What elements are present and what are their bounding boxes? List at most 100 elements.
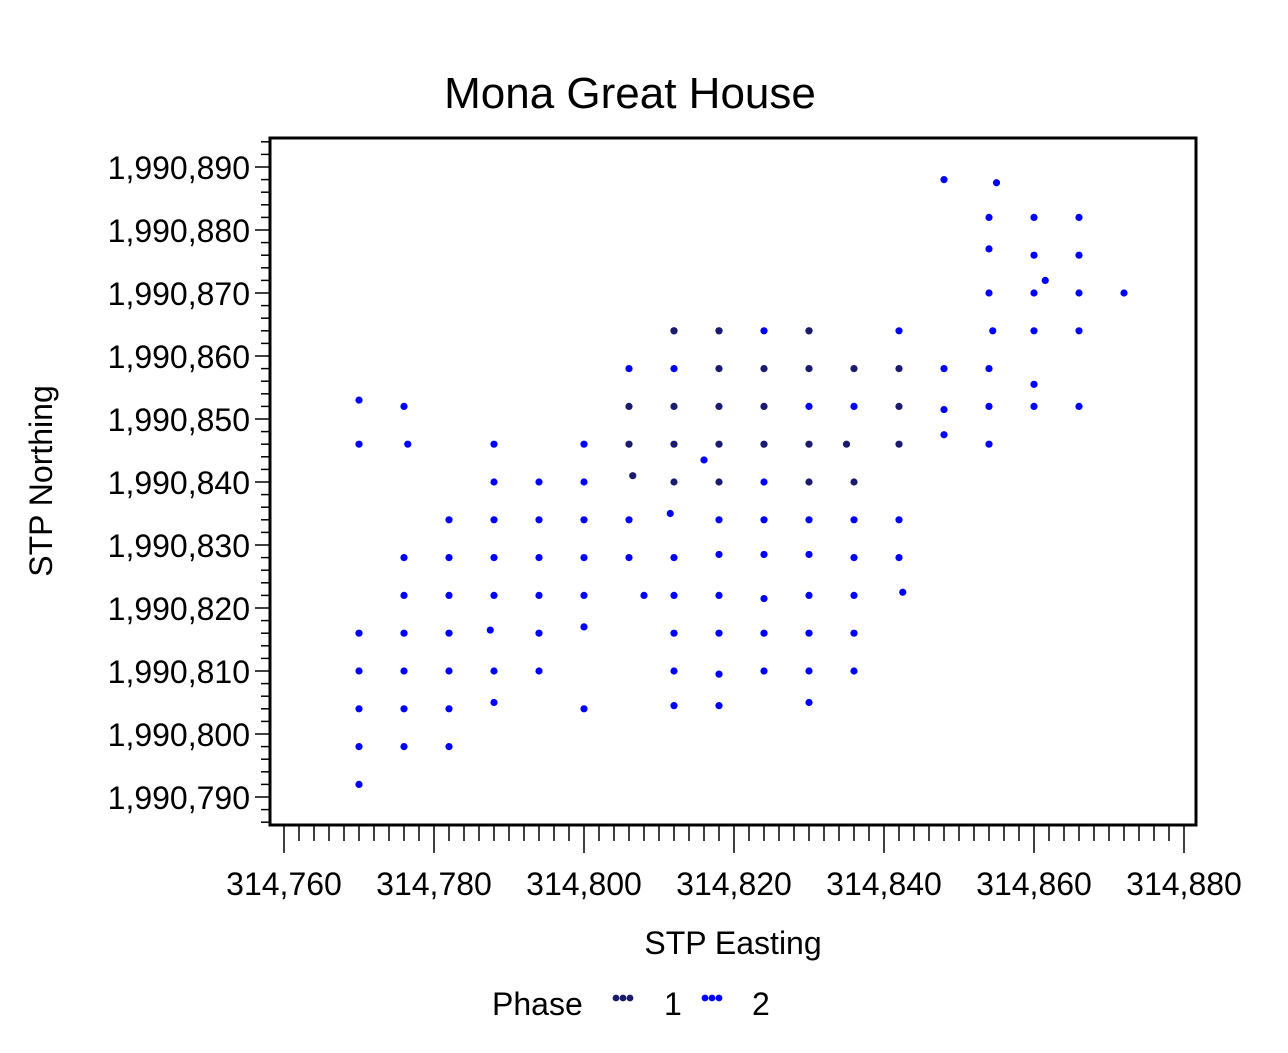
legend-marker (708, 994, 716, 1002)
data-point-phase-1 (715, 478, 723, 486)
data-point-phase-2 (715, 516, 723, 524)
y-tick-label: 1,990,810 (108, 654, 250, 690)
data-point-phase-2 (700, 456, 708, 464)
data-point-phase-2 (850, 667, 858, 675)
x-tick-label: 314,860 (976, 866, 1092, 902)
data-point-phase-1 (670, 440, 678, 448)
legend-marker (701, 994, 709, 1002)
data-point-phase-2 (1120, 289, 1128, 297)
legend-marker (626, 994, 634, 1002)
data-point-phase-2 (1030, 251, 1038, 259)
data-point-phase-2 (445, 743, 453, 751)
legend-marker (612, 994, 620, 1002)
data-point-phase-1 (670, 327, 678, 335)
data-point-phase-2 (445, 667, 453, 675)
data-point-phase-2 (1030, 289, 1038, 297)
data-point-phase-2 (1030, 380, 1038, 388)
data-point-phase-1 (850, 365, 858, 373)
data-point-phase-2 (355, 629, 363, 637)
data-point-phase-2 (535, 478, 543, 486)
data-point-phase-1 (715, 440, 723, 448)
data-point-phase-2 (445, 554, 453, 562)
data-point-phase-2 (1075, 289, 1083, 297)
data-point-phase-2 (535, 667, 543, 675)
data-point-phase-2 (445, 629, 453, 637)
data-point-phase-2 (490, 516, 498, 524)
data-point-phase-2 (985, 365, 993, 373)
data-point-phase-2 (355, 705, 363, 713)
y-tick-label: 1,990,880 (108, 213, 250, 249)
data-point-phase-2 (985, 289, 993, 297)
data-point-phase-2 (985, 402, 993, 410)
y-tick-label: 1,990,870 (108, 276, 250, 312)
data-point-phase-1 (625, 440, 633, 448)
data-point-phase-2 (760, 629, 768, 637)
data-point-phase-2 (580, 516, 588, 524)
data-point-phase-1 (805, 327, 813, 335)
data-point-phase-2 (355, 743, 363, 751)
legend-marker (715, 994, 723, 1002)
legend-title: Phase (492, 986, 583, 1022)
data-point-phase-2 (1075, 251, 1083, 259)
y-tick-label: 1,990,860 (108, 339, 250, 375)
data-point-phase-2 (580, 705, 588, 713)
data-point-phase-2 (760, 327, 768, 335)
data-point-phase-2 (805, 629, 813, 637)
y-axis: 1,990,790 1,990,800 1,990,810 1,990,820 1,99… (108, 141, 270, 823)
y-tick-label: 1,990,850 (108, 402, 250, 438)
data-point-phase-2 (490, 478, 498, 486)
y-axis-label: STP Northing (23, 385, 59, 577)
data-point-phase-2 (666, 509, 674, 518)
data-point-phase-2 (355, 396, 363, 404)
data-point-phase-2 (400, 554, 408, 562)
data-point-phase-1 (715, 327, 723, 335)
data-point-phase-2 (805, 667, 813, 675)
data-point-phase-2 (805, 550, 813, 559)
data-point-phase-1 (895, 402, 903, 410)
data-point-phase-2 (355, 780, 363, 789)
data-point-phase-2 (355, 440, 363, 448)
data-point-phase-2 (640, 591, 648, 600)
data-point-phase-1 (670, 402, 678, 410)
data-point-phase-2 (670, 702, 678, 710)
x-tick-label: 314,840 (826, 866, 942, 902)
data-point-phase-2 (580, 478, 588, 486)
data-point-phase-2 (400, 402, 408, 410)
data-point-phase-2 (850, 554, 858, 562)
data-point-phase-2 (715, 591, 723, 600)
legend-label: 1 (664, 986, 682, 1022)
data-points (355, 176, 1128, 789)
data-point-phase-2 (490, 440, 498, 448)
data-point-phase-1 (625, 402, 633, 410)
data-point-phase-2 (760, 667, 768, 675)
data-point-phase-2 (985, 440, 993, 448)
x-tick-label: 314,800 (526, 866, 642, 902)
chart-title: Mona Great House (444, 69, 816, 118)
data-point-phase-2 (760, 516, 768, 524)
legend-item-phase-1: 1 (612, 986, 682, 1022)
x-tick-label: 314,780 (376, 866, 492, 902)
data-point-phase-2 (670, 591, 678, 600)
data-point-phase-2 (535, 629, 543, 637)
data-point-phase-1 (760, 402, 768, 410)
data-point-phase-2 (805, 402, 813, 410)
data-point-phase-2 (670, 629, 678, 637)
data-point-phase-2 (670, 667, 678, 675)
data-point-phase-1 (629, 472, 637, 480)
y-tick-label: 1,990,890 (108, 150, 250, 186)
data-point-phase-2 (1075, 402, 1083, 410)
data-point-phase-2 (404, 440, 412, 448)
data-point-phase-2 (940, 431, 948, 439)
data-point-phase-2 (400, 667, 408, 675)
data-point-phase-2 (899, 588, 907, 596)
data-point-phase-2 (580, 623, 588, 631)
data-point-phase-2 (535, 516, 543, 524)
plot-area-frame (268, 136, 1198, 827)
data-point-phase-2 (989, 327, 997, 335)
y-tick-label: 1,990,790 (108, 780, 250, 816)
data-point-phase-2 (670, 554, 678, 562)
data-point-phase-2 (805, 591, 813, 600)
